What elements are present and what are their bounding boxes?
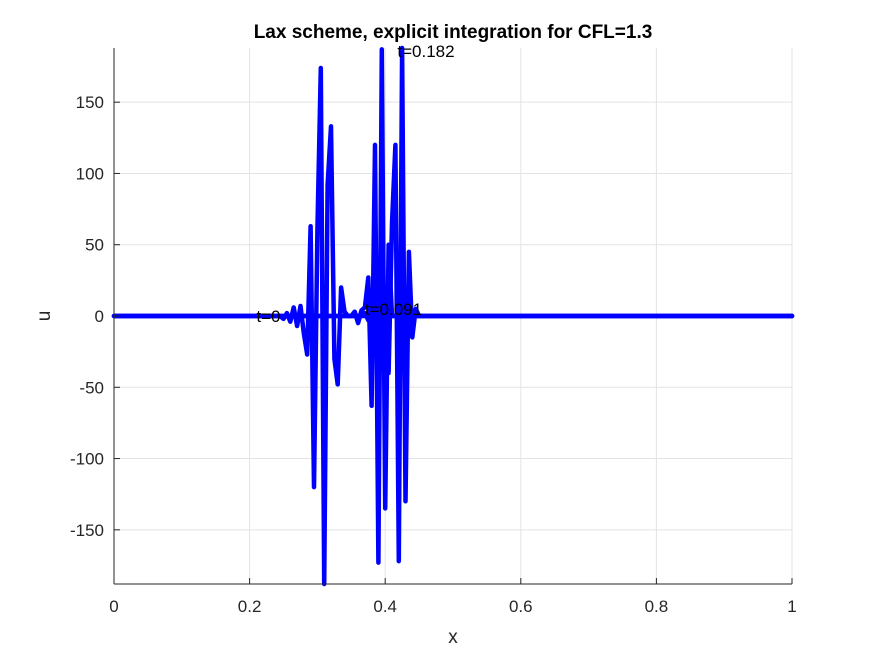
series-group (111, 45, 795, 587)
y-tick-label-5: 100 (76, 164, 104, 183)
axes (113, 48, 793, 585)
x-tick-label-4: 0.8 (645, 597, 669, 616)
series-line-0 (111, 65, 795, 587)
y-tick-label-1: -100 (70, 450, 104, 469)
y-tick-label-3: 0 (95, 307, 104, 326)
annotation-0: t=0 (256, 307, 280, 326)
y-tick-label-4: 50 (85, 236, 104, 255)
x-tick-label-2: 0.4 (373, 597, 397, 616)
chart-title: Lax scheme, explicit integration for CFL… (254, 22, 653, 43)
series-line-2 (111, 45, 795, 564)
y-axis-label: u (34, 311, 55, 322)
x-tick-label-1: 0.2 (238, 597, 262, 616)
annotations: t=0 t=0.091 t=0.182 (256, 42, 454, 326)
x-tick-label-3: 0.6 (509, 597, 533, 616)
grid (113, 48, 793, 584)
tick-labels: 0 0.2 0.4 0.6 0.8 1 -150 -100 -50 0 50 100 150 (70, 93, 797, 616)
annotation-2: t=0.182 (397, 42, 454, 61)
y-tick-label-0: -150 (70, 521, 104, 540)
x-tick-label-0: 0 (109, 597, 118, 616)
y-tick-label-6: 150 (76, 93, 104, 112)
y-tick-label-2: -50 (79, 378, 104, 397)
x-axis-label: x (448, 627, 458, 648)
x-tick-label-5: 1 (787, 597, 796, 616)
annotation-1: t=0.091 (365, 300, 422, 319)
